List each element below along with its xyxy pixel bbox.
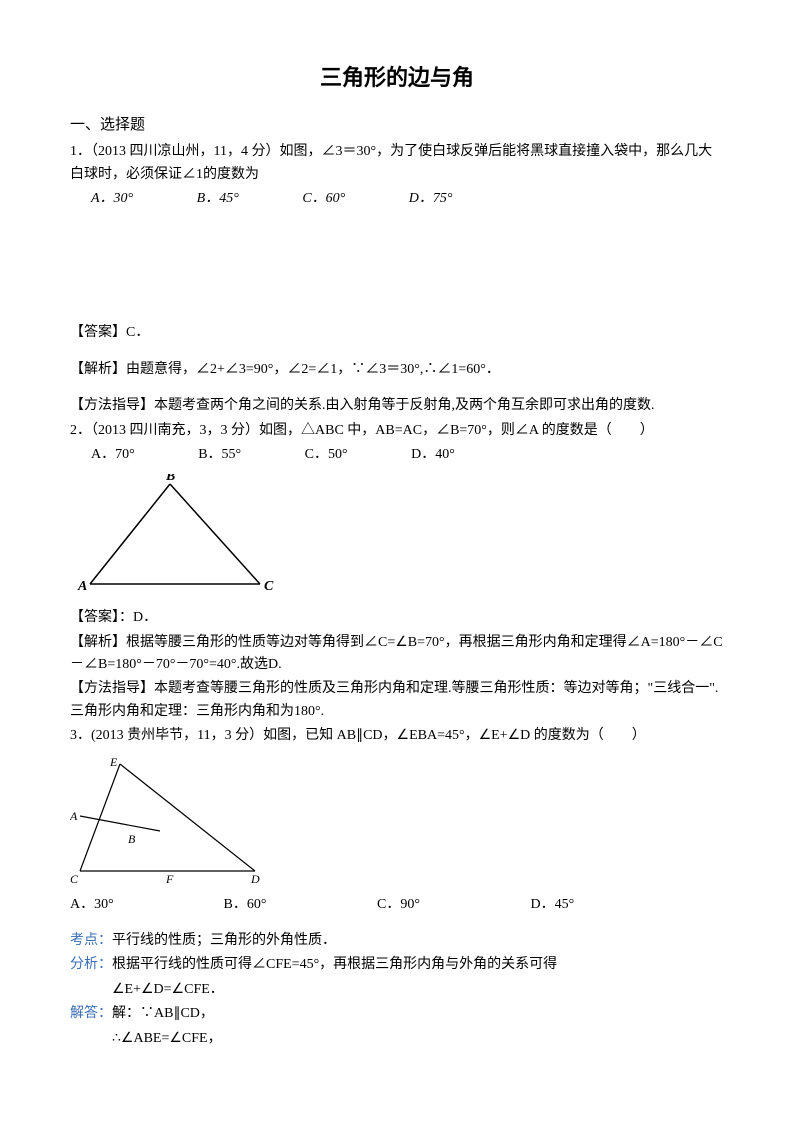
q2-figure: A B C — [70, 474, 280, 599]
q2-answer: 【答案】：D． — [70, 607, 724, 629]
svg-text:A: A — [77, 579, 87, 594]
svg-text:A: A — [70, 809, 78, 823]
q2-analysis: 【解析】根据等腰三角形的性质等边对等角得到∠C=∠B=70°，再根据三角形内角和… — [70, 632, 724, 677]
svg-text:D: D — [250, 872, 260, 886]
kaodian-text: 平行线的性质；三角形的外角性质． — [112, 933, 336, 948]
q1-method: 【方法指导】本题考查两个角之间的关系.由入射角等于反射角,及两个角互余即可求出角… — [70, 395, 724, 417]
svg-text:F: F — [165, 872, 174, 886]
figure-placeholder — [70, 210, 724, 320]
page-title: 三角形的边与角 — [70, 60, 724, 95]
q2-opt-c: C．50° — [305, 444, 348, 466]
svg-text:C: C — [70, 872, 79, 886]
section-heading: 一、选择题 — [70, 113, 724, 137]
fenxi-text1: 根据平行线的性质可得∠CFE=45°，再根据三角形内角与外角的关系可得 — [112, 957, 557, 972]
svg-text:B: B — [165, 474, 175, 484]
kaodian-label: 考点： — [70, 933, 112, 948]
q1-opt-d: D．75° — [409, 188, 453, 210]
q3-opt-c: C．90° — [377, 894, 527, 916]
q3-text: 3．(2013 贵州毕节，11，3 分）如图，已知 AB∥CD，∠EBA=45°… — [70, 725, 724, 747]
q3-jieda: 解答：解：∵AB∥CD， — [70, 1003, 724, 1025]
svg-text:B: B — [128, 832, 136, 846]
jieda-label: 解答： — [70, 1006, 112, 1021]
q2-opt-b: B．55° — [198, 444, 241, 466]
jieda-text1: 解：∵AB∥CD， — [112, 1006, 214, 1021]
q1-text: 1．（2013 四川凉山州，11，4 分）如图，∠3＝30°，为了使白球反弹后能… — [70, 141, 724, 186]
fenxi-label: 分析： — [70, 957, 112, 972]
q3-opt-a: A．30° — [70, 894, 220, 916]
q1-opt-a: A．30° — [91, 188, 133, 210]
q3-opt-b: B．60° — [224, 894, 374, 916]
svg-text:E: E — [109, 756, 118, 769]
q1-answer: 【答案】C． — [70, 322, 724, 344]
q3-figure: E A B C F D — [70, 756, 280, 886]
svg-text:C: C — [264, 579, 274, 594]
q3-options: A．30° B．60° C．90° D．45° — [70, 894, 724, 916]
q3-fenxi: 分析：根据平行线的性质可得∠CFE=45°，再根据三角形内角与外角的关系可得 — [70, 954, 724, 976]
q1-analysis: 【解析】由题意得，∠2+∠3=90°，∠2=∠1，∵∠3＝30°,∴∠1=60°… — [70, 359, 724, 381]
q2-options: A．70° B．55° C．50° D．40° — [70, 444, 724, 466]
q1-options: A．30° B．45° C．60° D．75° — [70, 188, 724, 210]
q2-opt-a: A．70° — [91, 444, 135, 466]
jieda-text2: ∴∠ABE=∠CFE， — [70, 1028, 724, 1050]
q2-text: 2．（2013 四川南充，3，3 分）如图，△ABC 中，AB=AC，∠B=70… — [70, 420, 724, 442]
q2-method: 【方法指导】本题考查等腰三角形的性质及三角形内角和定理.等腰三角形性质：等边对等… — [70, 678, 724, 723]
fenxi-text2: ∠E+∠D=∠CFE． — [70, 979, 724, 1001]
q3-opt-d: D．45° — [531, 894, 681, 916]
q2-opt-d: D．40° — [411, 444, 455, 466]
q3-kaodian: 考点：平行线的性质；三角形的外角性质． — [70, 930, 724, 952]
q1-opt-c: C．60° — [302, 188, 345, 210]
q1-opt-b: B．45° — [197, 188, 239, 210]
